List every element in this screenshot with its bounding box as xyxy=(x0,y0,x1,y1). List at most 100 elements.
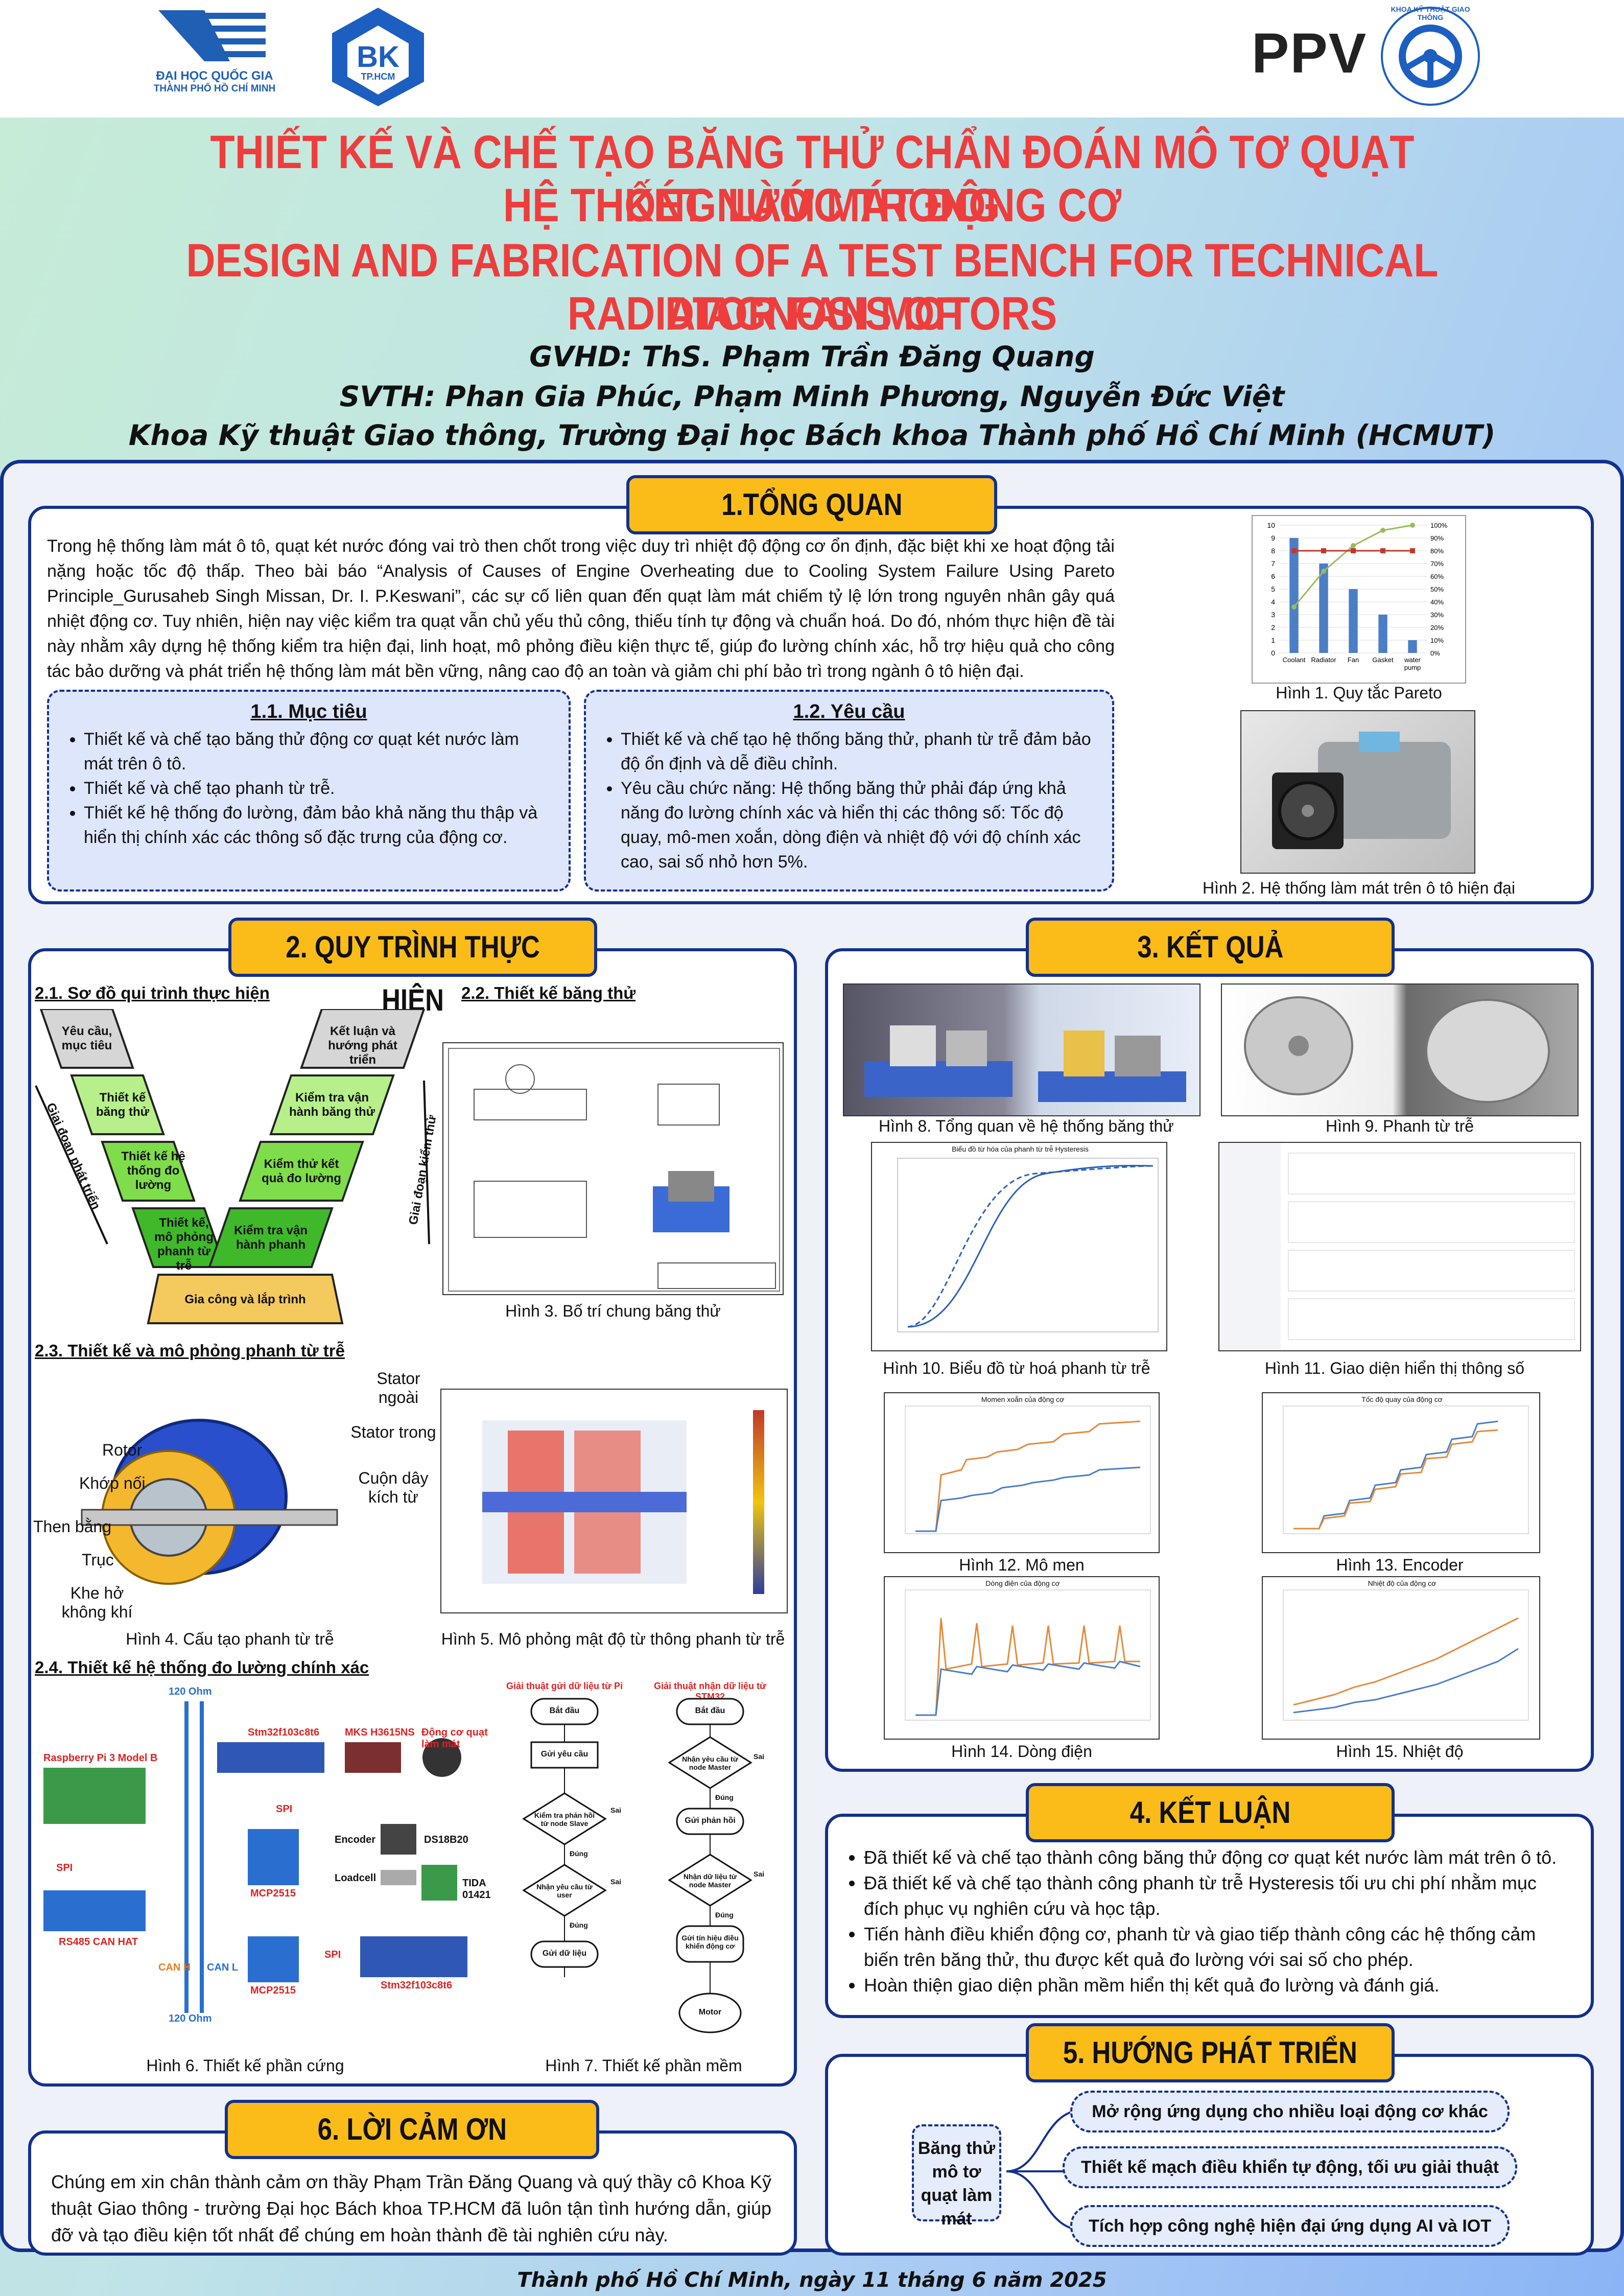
goal-item: Thiết kế và chế tạo băng thử động cơ quạ… xyxy=(84,727,552,776)
sw-right-step: Gửi tín hiệu điều khiển động cơ xyxy=(681,1934,739,1950)
pareto-bar xyxy=(1349,589,1358,653)
process-sub2: 2.2. Thiết kế băng thử xyxy=(461,983,636,1002)
sw-right-step: Gửi phản hồi xyxy=(685,1816,736,1825)
x-tick-label: pump xyxy=(1404,664,1421,671)
footer-date: Thành phố Hồ Chí Minh, ngày 11 tháng 6 n… xyxy=(517,2268,1107,2292)
flow-left-3: Thiết kế hệ thống đo lường xyxy=(121,1150,185,1192)
hysteresis-chart: Biểu đồ từ hóa của phanh từ trễ Hysteres… xyxy=(871,1142,1167,1351)
x-tick-label: Coolant xyxy=(1283,656,1306,664)
future-item: Thiết kế mạch điều khiển tự động, tối ưu… xyxy=(1063,2146,1517,2188)
hardware-diagram: Raspberry Pi 3 Model B RS485 CAN HAT 120… xyxy=(33,1686,493,2028)
torque-chart-lines xyxy=(905,1405,1151,1534)
y-tick-label: 10 xyxy=(1267,521,1275,529)
pareto-chart-svg: 0123456789100%10%20%30%40%50%60%70%80%90… xyxy=(1267,521,1448,671)
x-tick-label: water xyxy=(1404,656,1421,664)
temperature-chart: Nhiệt độ của động cơ xyxy=(1262,1576,1540,1740)
hw-label: SPI xyxy=(276,1803,293,1815)
pareto-bar xyxy=(1408,640,1417,653)
conclusion-item: Hoàn thiện giao diện phần mềm hiển thị k… xyxy=(864,1973,1570,1998)
current-chart-title: Dòng điện của động cơ xyxy=(985,1579,1060,1587)
section-conclusion: Đã thiết kế và chế tạo thành công băng t… xyxy=(825,1814,1594,2018)
process-sub1: 2.1. Sơ đồ qui trình thực hiện xyxy=(35,983,270,1002)
flow-right-1: Kết luận và hướng phát triển xyxy=(328,1024,397,1067)
flow-bottom: Gia công và lắp trình xyxy=(184,1293,306,1306)
fig13-caption: Hình 13. Encoder xyxy=(1336,1556,1464,1574)
fig2-caption: Hình 2. Hệ thống làm mát trên ô tô hiện … xyxy=(1203,879,1515,897)
sw-left-title: Giải thuật gửi dữ liệu từ Pi xyxy=(506,1681,623,1691)
hw-label: Encoder xyxy=(335,1834,376,1845)
section-future-title: 5. HƯỚNG PHÁT TRIỂN xyxy=(1026,2023,1395,2082)
hw-label: RS485 CAN HAT xyxy=(59,1936,138,1948)
y2-tick-label: 20% xyxy=(1430,624,1444,631)
cumulative-point xyxy=(1380,528,1385,533)
y2-tick-label: 100% xyxy=(1430,522,1448,529)
hw-label: DS18B20 xyxy=(424,1834,468,1845)
sw-right-step: Nhận yêu cầu từ node Master xyxy=(682,1755,738,1771)
parameter-ui-screenshot xyxy=(1218,1142,1581,1351)
sw-yes-label: Đúng xyxy=(715,1793,734,1801)
fig5-caption: Hình 5. Mô phỏng mật độ từ thông phanh t… xyxy=(441,1630,785,1648)
requirements-title: 1.2. Yêu cầu xyxy=(793,701,905,722)
goals-title: 1.1. Mục tiêu xyxy=(250,701,367,722)
thanks-text: Chúng em xin chân thành cảm ơn thầy Phạm… xyxy=(51,2171,771,2245)
section-overview-title: 1.TỔNG QUAN xyxy=(626,475,997,534)
bk-logo: BK TP.HCM xyxy=(327,5,429,107)
future-item: Tích hợp công nghệ hiện đại ứng dụng AI … xyxy=(1070,2205,1510,2247)
flowchart-lines xyxy=(522,1698,752,2033)
hw-label: TIDA 01421 xyxy=(462,1878,491,1901)
flow-shapes xyxy=(35,1008,430,1324)
brake-photo xyxy=(1221,983,1579,1116)
brake-label: Stator ngoài xyxy=(376,1369,420,1407)
hysteresis-curve-icon xyxy=(897,1158,1159,1332)
hw-label: CAN H xyxy=(158,1962,191,1973)
torque-chart-title: Momen xoắn của động cơ xyxy=(981,1395,1065,1403)
title-en-line1: DESIGN AND FABRICATION OF A TEST BENCH F… xyxy=(186,235,1439,340)
process-flow-diagram: Yêu cầu, mục tiêu Thiết kế băng thử Thiế… xyxy=(31,1008,450,1326)
cumulative-point xyxy=(1351,543,1356,548)
sw-yes-label: Đúng xyxy=(715,1911,734,1919)
test-bench-photo xyxy=(843,983,1201,1116)
students: SVTH: Phan Gia Phúc, Phạm Minh Phương, N… xyxy=(339,380,1285,413)
brake-illustration-icon xyxy=(81,1419,338,1585)
y-tick-label: 3 xyxy=(1271,611,1275,619)
hw-label: SPI xyxy=(324,1949,341,1960)
y2-tick-label: 70% xyxy=(1430,560,1444,568)
sw-left-step: Kiểm tra phản hồi từ node Slave xyxy=(534,1811,595,1828)
temperature-chart-lines xyxy=(1283,1589,1529,1721)
fig1-caption: Hình 1. Quy tắc Pareto xyxy=(1276,684,1442,702)
goals-box: 1.1. Mục tiêu Thiết kế và chế tạo băng t… xyxy=(47,690,571,892)
cumulative-point xyxy=(1291,604,1297,610)
pareto-bar xyxy=(1378,615,1387,653)
supervisor: GVHD: ThS. Phạm Trần Đăng Quang xyxy=(529,340,1095,373)
encoder-chart-lines xyxy=(1283,1405,1529,1534)
conclusion-item: Đã thiết kế và chế tạo thành công băng t… xyxy=(864,1845,1570,1870)
current-chart-lines xyxy=(905,1589,1151,1721)
title-vi-line1: THIẾT KẾ VÀ CHẾ TẠO BĂNG THỬ CHẨN ĐOÁN M… xyxy=(210,126,1415,231)
sw-left-step: Bắt đầu xyxy=(549,1706,580,1715)
technical-drawing-icon xyxy=(448,1048,780,1292)
brake-label: Rotor xyxy=(102,1441,143,1459)
flow-left-2: Thiết kế băng thử xyxy=(96,1091,150,1119)
sw-yes-label: Đúng xyxy=(570,1849,588,1858)
goal-item: Thiết kế và chế tạo phanh từ trễ. xyxy=(84,776,552,801)
pareto-chart: 0 1 2 3 4 5 6 7 8 9 10 0% 10% 20% 30% 40% 50% 60% 70% 80% 90… xyxy=(1252,515,1466,684)
faculty-logo-text: KHOA KỸ THUẬT GIAO THÔNG xyxy=(1391,5,1470,21)
section-results-title: 3. KẾT QUẢ xyxy=(1026,918,1395,977)
requirements-box: 1.2. Yêu cầu Thiết kế và chế tạo hệ thốn… xyxy=(584,690,1114,892)
y-tick-label: 4 xyxy=(1271,598,1275,606)
vnu-logo-line2: THÀNH PHỐ HỒ CHÍ MINH xyxy=(153,83,276,94)
section-process-title: 2. QUY TRÌNH THỰC HIỆN xyxy=(228,918,597,1017)
pareto-bar xyxy=(1319,564,1328,653)
requirement-item: Thiết kế và chế tạo hệ thống băng thử, p… xyxy=(621,727,1096,776)
sw-yes-label: Đúng xyxy=(570,1921,588,1929)
hw-label: 120 Ohm xyxy=(169,2013,212,2024)
hw-label: MKS H3615NS xyxy=(345,1727,415,1738)
section-thanks-title: 6. LỜI CẢM ƠN xyxy=(225,2100,599,2159)
y-tick-label: 2 xyxy=(1271,623,1275,631)
temperature-chart-title: Nhiệt độ của động cơ xyxy=(1368,1579,1437,1587)
torque-chart: Momen xoắn của động cơ xyxy=(884,1392,1160,1553)
bk-logo-subtext: TP.HCM xyxy=(361,72,395,82)
process-sub4: 2.4. Thiết kế hệ thống đo lường chính xá… xyxy=(35,1658,369,1677)
ppv-logo: PPV xyxy=(1252,22,1368,85)
y-tick-label: 7 xyxy=(1271,559,1275,568)
